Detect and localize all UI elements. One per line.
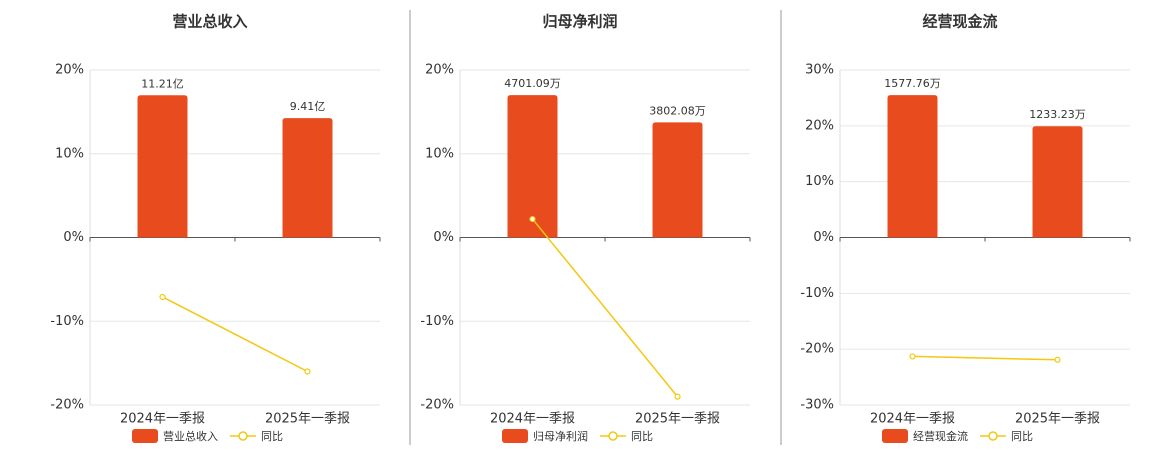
y-tick-label: 20%: [425, 63, 454, 78]
legend-label: 营业总收入: [163, 429, 218, 443]
value-label: 1577.76万: [884, 77, 941, 90]
yoy-line: [162, 296, 308, 373]
y-tick-label: 0%: [63, 230, 84, 245]
bar: [1032, 126, 1083, 238]
y-tick-label: -10%: [50, 314, 84, 329]
legend-label: 经营现金流: [913, 429, 968, 443]
yoy-point: [529, 215, 536, 223]
chart-title: 归母净利润: [542, 13, 617, 31]
value-label: 1233.23万: [1029, 108, 1086, 121]
y-tick-label: -10%: [800, 286, 834, 301]
yoy-line: [912, 355, 1058, 361]
legend-swatch: [608, 431, 618, 441]
yoy-point: [674, 393, 681, 400]
legend-swatch: [882, 429, 908, 443]
y-tick-label: 0%: [433, 230, 454, 245]
y-tick-label: 10%: [805, 174, 834, 189]
y-tick-label: 10%: [55, 146, 84, 161]
x-tick-label: 2024年一季报: [870, 412, 955, 427]
x-tick-label: 2024年一季报: [490, 412, 575, 427]
legend-swatch: [988, 431, 998, 441]
bar: [507, 95, 558, 238]
bar: [652, 122, 703, 238]
yoy-line: [531, 218, 679, 398]
value-label: 3802.08万: [649, 104, 706, 117]
legend-label: 同比: [631, 430, 653, 443]
legend-label: 同比: [261, 430, 283, 443]
legend-label: 同比: [1011, 430, 1033, 443]
x-tick-label: 2025年一季报: [265, 412, 350, 427]
y-tick-label: -10%: [420, 314, 454, 329]
x-tick-label: 2025年一季报: [1015, 412, 1100, 427]
y-tick-label: 20%: [55, 63, 84, 78]
y-tick-label: -20%: [420, 398, 454, 413]
value-label: 4701.09万: [504, 77, 561, 90]
y-tick-label: -20%: [800, 342, 834, 357]
legend-swatch: [502, 429, 528, 443]
bar: [887, 95, 938, 238]
yoy-point: [909, 353, 916, 360]
x-tick-label: 2024年一季报: [120, 412, 205, 427]
y-tick-label: -30%: [800, 398, 834, 413]
y-tick-label: 30%: [805, 63, 834, 78]
chart-title: 营业总收入: [172, 13, 247, 31]
value-label: 9.41亿: [290, 100, 326, 113]
x-tick-label: 2025年一季报: [635, 412, 720, 427]
yoy-point: [1054, 356, 1061, 363]
bar: [137, 95, 188, 238]
value-label: 11.21亿: [141, 77, 184, 90]
chart-title: 经营现金流: [922, 13, 997, 31]
y-tick-label: 10%: [425, 146, 454, 161]
legend-swatch: [132, 429, 158, 443]
y-tick-label: 0%: [813, 230, 834, 245]
y-tick-label: 20%: [805, 118, 834, 133]
yoy-point: [159, 293, 166, 301]
y-tick-label: -20%: [50, 398, 84, 413]
legend-label: 归母净利润: [533, 429, 588, 443]
yoy-point: [304, 368, 311, 375]
legend-swatch: [238, 431, 248, 441]
bar: [282, 118, 333, 238]
